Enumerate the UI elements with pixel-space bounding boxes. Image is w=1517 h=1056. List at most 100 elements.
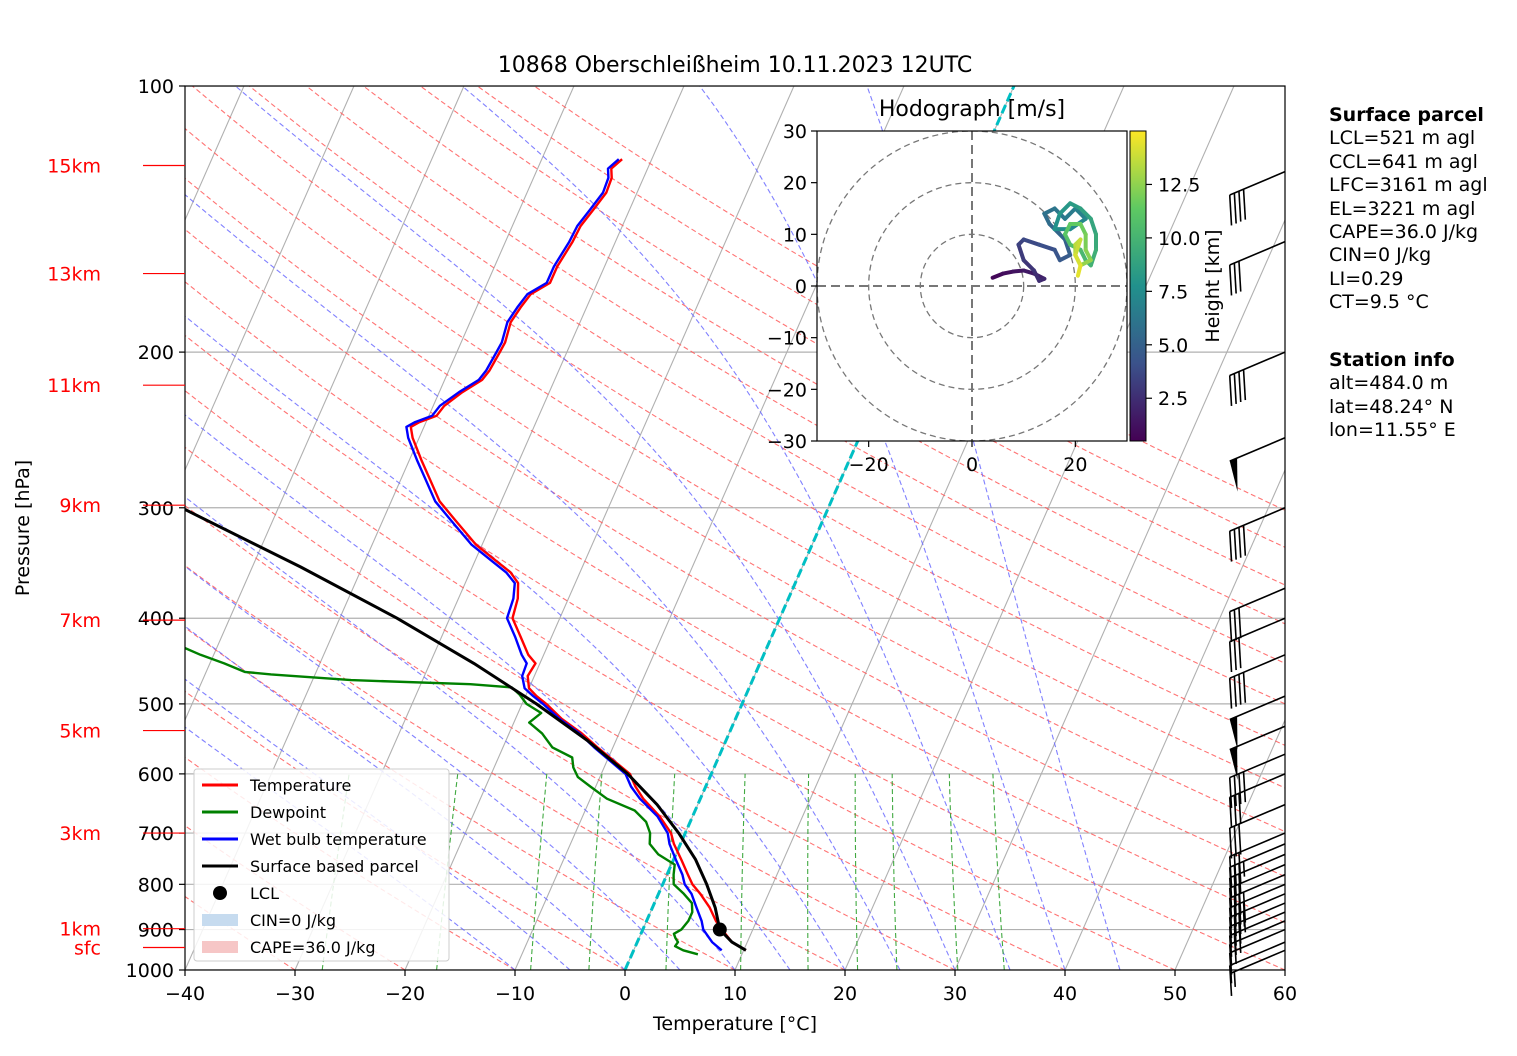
- moist-adiabat: [185, 496, 736, 970]
- parcel-cin: CIN=0 J/kg: [1329, 244, 1432, 267]
- height-label: 13km: [47, 264, 101, 286]
- moist-adiabat: [235, 86, 956, 970]
- hodograph-inset: Hodograph [m/s] −20 0 20 30 20 10 0 −10 −20 −30 2…: [767, 97, 1224, 476]
- hodograph-segment: [1057, 201, 1073, 216]
- y-tick-label: 900: [138, 920, 174, 942]
- wind-barb: [1228, 617, 1286, 673]
- x-axis-label: Temperature [°C]: [652, 1013, 817, 1035]
- wind-barb: [1228, 240, 1286, 296]
- wind-barb: [1228, 507, 1286, 562]
- y-tick-label: 100: [138, 76, 174, 98]
- y-tick-label: 800: [138, 874, 174, 896]
- legend-label: Wet bulb temperature: [250, 830, 427, 849]
- mixing-ratio-line: [807, 773, 810, 970]
- wind-barb: [1228, 587, 1286, 643]
- hodograph-y-tick-label: −30: [767, 431, 807, 453]
- legend-label: LCL: [250, 884, 279, 903]
- isotherm-gridline: [1064, 468, 1285, 970]
- parcel-cape: CAPE=36.0 J/kg: [1329, 221, 1479, 244]
- dry-adiabat: [185, 228, 1285, 878]
- hodograph-x-tick-label: −20: [849, 454, 889, 476]
- dry-adiabat: [185, 127, 1285, 789]
- dry-adiabat: [191, 86, 1285, 746]
- station-info-heading: Station info: [1329, 349, 1455, 371]
- legend-box: [193, 768, 450, 962]
- mixing-ratio-line: [665, 773, 676, 970]
- series-surface-based-parcel-line: [185, 507, 747, 952]
- legend-label: Dewpoint: [250, 803, 326, 822]
- wind-barb: [1229, 949, 1286, 987]
- station-alt: alt=484.0 m: [1329, 372, 1449, 395]
- colorbar-tick-label: 12.5: [1158, 174, 1200, 196]
- moist-adiabat: [185, 193, 901, 970]
- station-lon: lon=11.55° E: [1329, 419, 1456, 442]
- surface-parcel-panel: Surface parcel LCL=521 m agl CCL=641 m a…: [1329, 104, 1488, 315]
- legend: Temperature Dewpoint Wet bulb temperature S…: [193, 768, 450, 962]
- hodograph-segment: [1063, 206, 1078, 221]
- wind-barb: [1228, 843, 1286, 898]
- isotherm-gridline: [954, 218, 1285, 970]
- lcl-marker: [712, 922, 727, 937]
- dry-adiabat: [185, 504, 956, 970]
- colorbar-tick-label: 5.0: [1158, 335, 1188, 357]
- height-label: sfc: [74, 937, 101, 959]
- height-label: 1km: [59, 919, 101, 941]
- hodograph-y-tick-label: 0: [795, 276, 807, 298]
- isotherm-gridline: [1174, 718, 1285, 970]
- wind-barb: [1228, 773, 1286, 828]
- parcel-lfc: LFC=3161 m agl: [1329, 174, 1488, 197]
- hodograph-title: Hodograph [m/s]: [879, 97, 1065, 122]
- colorbar: [1129, 130, 1147, 442]
- legend-label: Surface based parcel: [250, 857, 419, 876]
- hodograph-x-tick-label: 20: [1063, 454, 1087, 476]
- y-tick-label: 200: [138, 342, 174, 364]
- parcel-lcl: LCL=521 m agl: [1329, 127, 1476, 150]
- x-tick-label: 30: [943, 983, 967, 1005]
- series-dewpoint-line: [185, 646, 699, 956]
- wind-barb: [1229, 437, 1286, 492]
- colorbar-tick-label: 10.0: [1158, 228, 1200, 250]
- wind-barb: [1228, 911, 1286, 966]
- height-label: 5km: [59, 721, 101, 743]
- dry-adiabat: [305, 86, 1285, 664]
- mixing-ratio-line: [740, 773, 746, 970]
- wind-barb: [1228, 928, 1286, 984]
- parcel-ccl: CCL=641 m agl: [1329, 150, 1478, 173]
- legend-label: CAPE=36.0 J/kg: [250, 938, 376, 957]
- parcel-li: LI=0.29: [1329, 267, 1404, 290]
- mixing-ratio-line: [530, 773, 548, 970]
- height-label: 3km: [59, 823, 101, 845]
- wind-barb: [1228, 753, 1286, 809]
- legend-label: CIN=0 J/kg: [250, 911, 336, 930]
- wind-barb: [1228, 832, 1286, 887]
- isotherm-gridline: [844, 86, 1235, 970]
- moist-adiabat: [185, 565, 681, 970]
- y-tick-label: 1000: [126, 960, 174, 982]
- hodograph-y-tick-label: 20: [783, 173, 807, 195]
- hodograph-segment: [1075, 263, 1083, 278]
- hodograph-segment: [1088, 247, 1098, 268]
- zero-isotherm: [623, 86, 1016, 970]
- hodograph-segment: [1037, 242, 1057, 252]
- y-axis-label: Pressure [hPa]: [12, 460, 34, 596]
- y-tick-label: 700: [138, 823, 174, 845]
- x-tick-label: 40: [1053, 983, 1077, 1005]
- legend-swatch: [202, 941, 238, 953]
- hodograph-segment: [1073, 206, 1088, 221]
- hodograph-y-tick-label: −10: [767, 328, 807, 350]
- hodograph-y-tick-label: 30: [783, 121, 807, 143]
- y-tick-label: 500: [138, 694, 174, 716]
- x-tick-label: 20: [833, 983, 857, 1005]
- x-tick-label: 0: [619, 983, 631, 1005]
- moist-adiabat: [185, 726, 516, 970]
- wind-barb: [1228, 853, 1286, 909]
- hodograph-segment: [1073, 237, 1083, 257]
- height-label: 11km: [47, 375, 101, 397]
- hodograph-y-tick-label: −20: [767, 379, 807, 401]
- isotherm-gridline: [404, 86, 795, 970]
- legend-swatch: [202, 914, 238, 926]
- dry-adiabat: [185, 446, 1066, 970]
- mixing-ratio-line: [992, 773, 1005, 970]
- surface-parcel-heading: Surface parcel: [1329, 104, 1484, 126]
